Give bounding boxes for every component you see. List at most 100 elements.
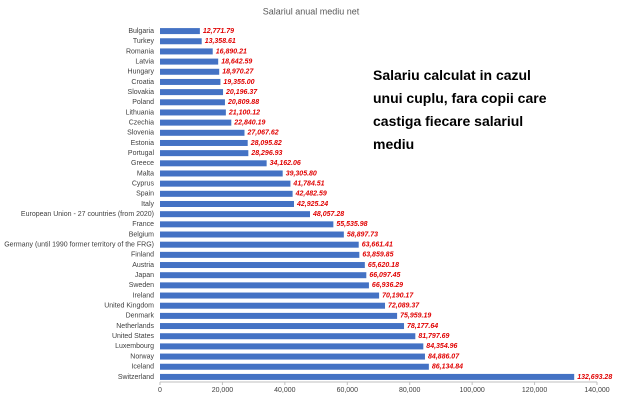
- bar: [160, 190, 293, 197]
- bar: [160, 302, 386, 309]
- value-label: 58,897.73: [347, 231, 378, 238]
- bar: [160, 58, 219, 65]
- bar: [160, 89, 224, 96]
- y-tick-label: Norway: [130, 353, 154, 360]
- value-label: 66,097.45: [369, 272, 400, 279]
- y-tick-label: Malta: [137, 170, 154, 177]
- bar: [160, 262, 365, 269]
- bar: [160, 353, 425, 360]
- y-tick-label: Estonia: [131, 140, 154, 147]
- x-tick-label: 80,000: [399, 387, 421, 394]
- bar: [160, 282, 369, 289]
- y-tick-label: Germany (until 1990 former territory of …: [4, 242, 154, 249]
- bar: [160, 38, 202, 45]
- value-label: 70,190.17: [382, 292, 414, 299]
- y-tick-label: Denmark: [126, 313, 155, 320]
- x-tick-label: 120,000: [522, 387, 547, 394]
- x-tick-label: 40,000: [274, 387, 296, 394]
- y-tick-label: Latvia: [135, 58, 154, 65]
- bar: [160, 373, 575, 380]
- value-label: 28,296.93: [250, 150, 282, 157]
- y-tick-label: Finland: [131, 252, 154, 259]
- value-label: 20,196.37: [225, 89, 258, 96]
- y-tick-label: Poland: [132, 99, 154, 106]
- bar: [160, 180, 291, 187]
- value-label: 84,886.07: [428, 353, 460, 360]
- y-tick-label: United States: [112, 333, 155, 340]
- annotation: unui cuplu, fara copii care: [373, 90, 547, 106]
- y-tick-label: Spain: [136, 191, 154, 198]
- chart-title: Salariul anual mediu net: [263, 6, 360, 16]
- value-label: 63,859.85: [362, 252, 393, 259]
- y-tick-label: Iceland: [131, 364, 154, 371]
- value-label: 84,354.96: [426, 343, 457, 350]
- bar: [160, 150, 249, 157]
- y-tick-label: Slovenia: [127, 130, 154, 137]
- value-label: 65,620.18: [368, 262, 399, 269]
- bar: [160, 28, 200, 35]
- bar: [160, 241, 359, 248]
- y-tick-label: Switzerland: [118, 374, 154, 381]
- bar: [160, 312, 398, 319]
- value-label: 20,809.88: [227, 99, 259, 106]
- value-label: 34,162.06: [270, 160, 301, 167]
- bar: [160, 160, 267, 167]
- y-tick-label: Netherlands: [116, 323, 154, 330]
- value-label: 48,057.28: [312, 211, 344, 218]
- bar: [160, 333, 416, 340]
- value-label: 72,089.37: [388, 303, 420, 310]
- bar: [160, 68, 220, 75]
- bar: [160, 363, 429, 370]
- value-label: 19,355.00: [223, 79, 254, 86]
- annotation: castiga fiecare salariul: [373, 113, 523, 129]
- y-tick-label: Croatia: [131, 79, 154, 86]
- y-tick-label: United Kingdom: [104, 303, 154, 310]
- y-tick-label: Turkey: [133, 38, 155, 45]
- y-tick-label: Bulgaria: [128, 28, 154, 35]
- y-tick-label: Hungary: [128, 69, 155, 76]
- value-label: 39,305.80: [286, 170, 317, 177]
- bar: [160, 323, 405, 330]
- bar: [160, 292, 380, 299]
- value-label: 42,925.24: [296, 201, 328, 208]
- value-label: 132,693.28: [577, 374, 612, 381]
- bar: [160, 251, 360, 258]
- value-label: 55,535.98: [336, 221, 367, 228]
- value-label: 13,358.61: [205, 38, 236, 45]
- y-tick-label: Lithuania: [126, 109, 155, 116]
- y-tick-label: Japan: [135, 272, 154, 279]
- bar: [160, 99, 225, 106]
- value-label: 42,482.59: [295, 191, 327, 198]
- y-tick-label: Portugal: [128, 150, 155, 157]
- y-tick-label: France: [132, 221, 154, 228]
- bar: [160, 48, 213, 55]
- value-label: 81,797.69: [418, 333, 449, 340]
- y-tick-label: Czechia: [129, 119, 154, 126]
- y-tick-label: Sweden: [129, 282, 154, 289]
- y-tick-label: Romania: [126, 48, 154, 55]
- y-tick-label: Belgium: [129, 231, 154, 238]
- y-tick-label: Greece: [131, 160, 154, 167]
- x-tick-label: 20,000: [212, 387, 234, 394]
- x-tick-label: 140,000: [584, 387, 609, 394]
- annotation: mediu: [373, 136, 414, 152]
- y-tick-label: Cyprus: [132, 181, 155, 188]
- bar: [160, 231, 344, 238]
- value-label: 63,661.41: [362, 242, 393, 249]
- x-tick-label: 60,000: [337, 387, 359, 394]
- bar: [160, 119, 232, 126]
- value-label: 28,095.82: [250, 140, 282, 147]
- value-label: 22,840.19: [233, 119, 265, 126]
- bar: [160, 139, 248, 146]
- y-tick-label: European Union - 27 countries (from 2020…: [21, 211, 154, 218]
- value-label: 78,177.64: [407, 323, 438, 330]
- value-label: 21,100.12: [228, 109, 260, 116]
- bar: [160, 272, 367, 279]
- value-label: 18,642.59: [221, 58, 252, 65]
- bar: [160, 109, 226, 116]
- y-tick-label: Italy: [141, 201, 154, 208]
- bar: [160, 221, 334, 228]
- y-tick-label: Ireland: [133, 292, 155, 299]
- bar: [160, 201, 294, 207]
